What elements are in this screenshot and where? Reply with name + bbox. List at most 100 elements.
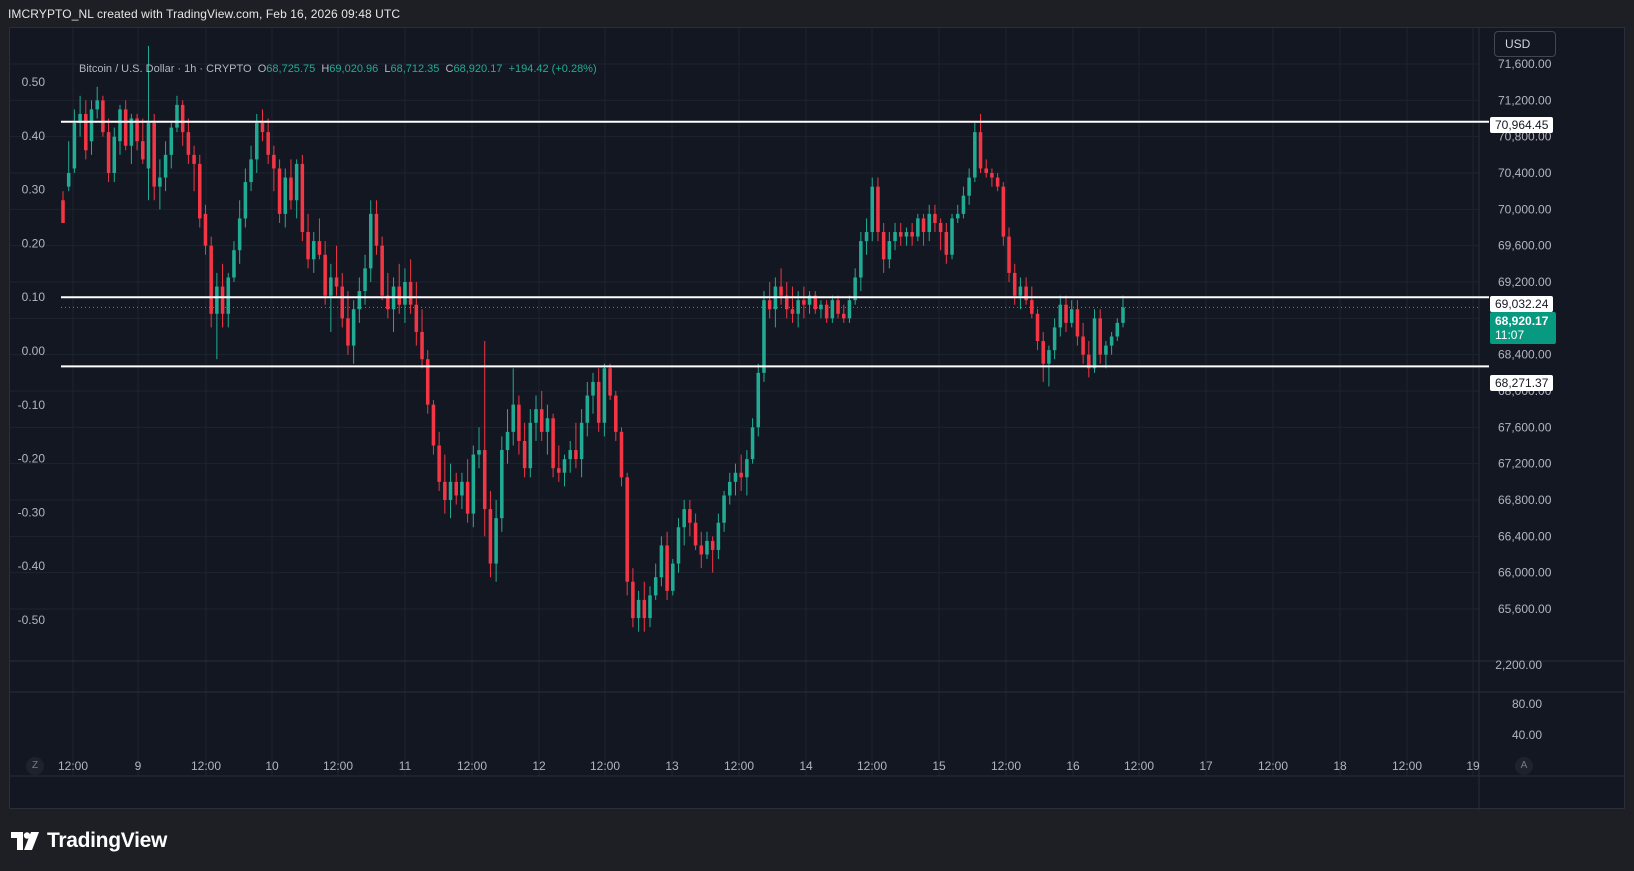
candle-up — [648, 595, 652, 619]
left-axis: 0.50 0.40 0.30 0.20 0.10 0.00 -0.10 -0.20 -0.30 -… — [18, 75, 46, 627]
candle-up — [716, 522, 721, 550]
candle-down — [881, 232, 886, 260]
candle-up — [847, 300, 852, 319]
candle-up — [756, 372, 761, 428]
candle-down — [61, 200, 65, 223]
candle-up — [671, 563, 675, 591]
candle-up — [1104, 345, 1108, 355]
candle-down — [710, 540, 715, 550]
time-axis-tick-label: 12:00 — [857, 759, 887, 773]
horizontal-lines — [61, 120, 1489, 368]
low-value: 68,712.35 — [390, 63, 440, 75]
candle-down — [699, 545, 704, 555]
left-axis-tick-label: -0.20 — [18, 452, 46, 466]
left-axis-tick-label: -0.10 — [18, 398, 46, 412]
time-axis-tick-label: 14 — [799, 759, 813, 773]
candle-up — [819, 304, 823, 310]
candle-up — [129, 118, 134, 146]
right-axis-tick-label: 69,600.00 — [1498, 239, 1552, 253]
candle-down — [836, 300, 840, 314]
candle-down — [1001, 186, 1006, 237]
right-axis-tick-label: 71,600.00 — [1498, 57, 1552, 71]
candle-down — [665, 545, 669, 591]
zoom-reset-button[interactable]: Z — [26, 757, 44, 775]
candle-down — [340, 286, 345, 319]
candle-up — [511, 404, 515, 432]
candle-up — [562, 459, 567, 473]
candle-down — [1007, 236, 1011, 273]
candle-down — [790, 309, 795, 314]
candle-up — [368, 213, 373, 269]
candle-up — [859, 241, 863, 278]
candle-up — [585, 395, 590, 423]
right-axis-tick-label: 66,800.00 — [1498, 493, 1552, 507]
candle-up — [733, 472, 738, 482]
candle-up — [471, 454, 476, 514]
candle-up — [745, 459, 749, 478]
tradingview-logo-icon — [11, 832, 39, 850]
symbol-name: Bitcoin / U.S. Dollar · 1h · CRYPTO — [79, 63, 252, 75]
high-label: H — [321, 63, 330, 75]
time-axis-tick-label: 11 — [399, 759, 412, 773]
candle-down — [517, 404, 521, 441]
candle-up — [505, 431, 510, 451]
candle-down — [1041, 341, 1045, 364]
candle-up — [72, 123, 77, 169]
candle-down — [642, 599, 647, 619]
candle-down — [574, 450, 578, 460]
time-axis-tick-label: 12:00 — [457, 759, 487, 773]
candle-up — [357, 291, 362, 310]
candle-down — [1024, 286, 1028, 301]
lower-pane-axis: 2,200.00 80.00 40.00 — [1495, 658, 1542, 742]
time-axis-tick-label: 12:00 — [1124, 759, 1154, 773]
open-value: 68,725.75 — [266, 63, 316, 75]
candle-down — [551, 418, 555, 469]
candle-up — [927, 213, 932, 233]
candle-down — [180, 104, 185, 133]
candle-down — [198, 163, 202, 219]
candle-down — [739, 472, 743, 478]
time-axis-tick-label: 12:00 — [1392, 759, 1422, 773]
candle-down — [938, 222, 943, 233]
candle-down — [693, 522, 698, 546]
candle-up — [163, 154, 168, 178]
chart-area[interactable]: 0.50 0.40 0.30 0.20 0.10 0.00 -0.10 -0.20 -0.30 -… — [9, 27, 1626, 810]
candle-up — [158, 177, 162, 187]
candle-up — [403, 282, 407, 305]
candle-down — [619, 431, 624, 478]
candle-down — [300, 163, 305, 233]
candlestick-chart[interactable]: 0.50 0.40 0.30 0.20 0.10 0.00 -0.10 -0.20 -0.30 -… — [10, 28, 1626, 810]
currency-button[interactable]: USD — [1494, 31, 1556, 57]
candle-up — [363, 268, 367, 292]
candle-up — [215, 286, 219, 314]
candle-up — [243, 182, 248, 219]
candle-down — [220, 286, 225, 314]
auto-scale-button[interactable]: A — [1515, 757, 1533, 775]
time-axis-tick-label: 12:00 — [191, 759, 221, 773]
right-axis-tick-label: 68,400.00 — [1498, 348, 1552, 362]
candle-up — [1121, 307, 1125, 323]
candle-up — [448, 481, 453, 500]
candle-down — [306, 232, 310, 260]
price-tag-low: 68,271.37 — [1490, 375, 1554, 391]
candle-down — [944, 232, 949, 255]
candle-down — [488, 509, 493, 564]
candle-countdown: 11:07 — [1495, 328, 1525, 342]
candle-up — [294, 163, 299, 201]
time-axis-tick-label: 12:00 — [590, 759, 620, 773]
price-tag-mid: 69,032.24 — [1490, 296, 1554, 312]
candle-down — [334, 277, 339, 287]
candle-up — [254, 123, 259, 160]
candles — [61, 45, 1125, 632]
candle-up — [904, 232, 909, 237]
candle-down — [272, 154, 276, 169]
candle-up — [232, 250, 236, 278]
candle-up — [961, 195, 966, 214]
candle-up — [311, 241, 316, 260]
candle-up — [66, 173, 71, 187]
candle-up — [329, 277, 333, 296]
candle-up — [762, 300, 766, 373]
time-axis-tick-label: 12:00 — [991, 759, 1021, 773]
candle-up — [89, 109, 94, 142]
candle-down — [1081, 336, 1085, 355]
